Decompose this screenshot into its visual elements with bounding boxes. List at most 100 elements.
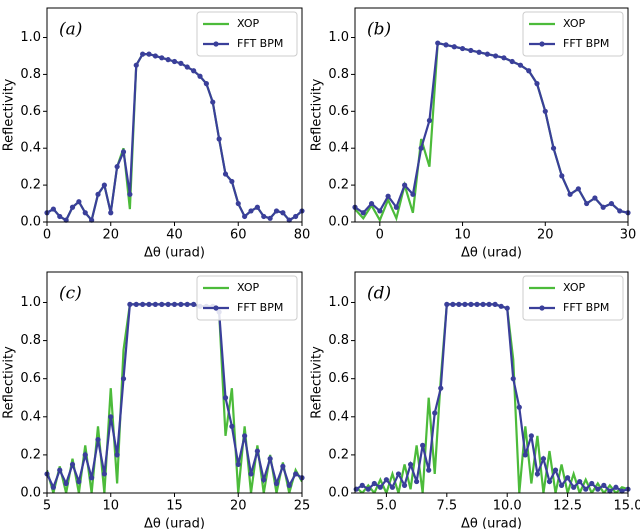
marker: [280, 463, 286, 469]
marker: [50, 484, 56, 490]
marker: [101, 471, 107, 477]
y-tick-label: 1.0: [20, 30, 41, 45]
marker: [619, 488, 625, 494]
y-tick-label: 1.0: [328, 30, 349, 45]
legend-label: FFT BPM: [563, 37, 609, 50]
marker: [592, 195, 598, 201]
x-axis-label: Δθ (urad): [144, 517, 205, 529]
marker: [159, 55, 165, 61]
x-tick-label: 40: [166, 228, 183, 243]
x-tick-label: 5: [43, 499, 51, 514]
y-tick-label: 1.0: [20, 295, 41, 310]
marker: [600, 204, 606, 210]
marker: [69, 204, 76, 210]
marker: [552, 467, 559, 473]
marker: [210, 99, 216, 105]
x-tick-label: 15.0: [614, 499, 640, 514]
y-tick-label: 0.2: [328, 447, 349, 462]
x-axis-label: Δθ (urad): [144, 246, 205, 261]
marker: [63, 217, 69, 223]
marker: [542, 108, 548, 114]
y-tick-label: 0.6: [328, 104, 349, 119]
x-tick-label: 5.0: [376, 499, 397, 514]
marker: [504, 305, 510, 311]
marker: [528, 433, 534, 439]
marker: [462, 301, 468, 307]
series-line: [47, 303, 302, 491]
marker: [395, 471, 402, 477]
marker: [438, 385, 444, 391]
marker: [510, 376, 516, 382]
marker: [410, 191, 416, 197]
marker: [371, 480, 377, 487]
marker: [165, 301, 171, 307]
marker: [613, 484, 619, 490]
y-tick-label: 0.6: [20, 104, 41, 119]
marker: [203, 81, 209, 87]
series-line: [355, 303, 628, 493]
y-axis-label: Reflectivity: [310, 346, 325, 419]
x-axis-label: Δθ (urad): [461, 517, 522, 529]
marker: [267, 456, 273, 462]
marker: [385, 193, 391, 199]
marker: [589, 480, 595, 487]
marker: [534, 81, 540, 87]
marker: [57, 467, 63, 473]
marker: [222, 171, 229, 177]
y-tick-label: 0.0: [20, 486, 41, 501]
x-tick-label: 30: [620, 228, 637, 243]
x-tick-label: 12.5: [553, 499, 582, 514]
marker: [146, 301, 152, 307]
marker: [480, 301, 486, 307]
legend-label: FFT BPM: [237, 301, 283, 314]
marker: [601, 482, 607, 488]
y-tick-label: 0.8: [20, 333, 41, 348]
marker: [120, 149, 127, 155]
marker: [444, 301, 450, 307]
panel-label: (c): [59, 284, 82, 304]
panel-label: (a): [59, 20, 82, 40]
marker: [575, 186, 581, 192]
x-tick-label: 7.5: [436, 499, 457, 514]
legend-marker: [213, 305, 219, 311]
marker: [229, 178, 235, 185]
legend-label: XOP: [237, 281, 259, 294]
panel-label: (b): [367, 20, 391, 40]
marker: [120, 376, 127, 382]
marker: [383, 477, 390, 483]
marker: [178, 301, 184, 307]
y-axis-label: Reflectivity: [310, 78, 325, 151]
marker: [293, 213, 299, 220]
marker: [498, 303, 504, 309]
marker: [540, 456, 547, 462]
series-line: [47, 53, 302, 222]
marker: [559, 173, 565, 179]
marker: [432, 410, 438, 416]
series-line: [355, 41, 628, 215]
x-axis-label: Δθ (urad): [461, 246, 522, 261]
marker: [197, 73, 203, 79]
marker: [516, 404, 522, 410]
marker: [522, 452, 528, 458]
series-line: [355, 303, 628, 493]
x-tick-label: 15: [166, 499, 183, 514]
y-tick-label: 0.0: [20, 215, 41, 230]
marker: [468, 301, 474, 307]
marker: [426, 117, 433, 124]
marker: [414, 478, 420, 485]
x-tick-label: 10: [454, 228, 471, 243]
plot-frame: [354, 271, 629, 494]
marker: [534, 471, 541, 477]
marker: [273, 208, 280, 214]
marker: [567, 191, 573, 197]
marker: [459, 45, 466, 52]
marker: [293, 471, 299, 477]
marker: [235, 461, 241, 468]
x-tick-label: 60: [230, 228, 247, 243]
marker: [451, 44, 457, 50]
marker: [286, 217, 292, 223]
marker: [583, 486, 589, 492]
x-tick-label: 80: [294, 228, 311, 243]
marker: [261, 477, 267, 483]
